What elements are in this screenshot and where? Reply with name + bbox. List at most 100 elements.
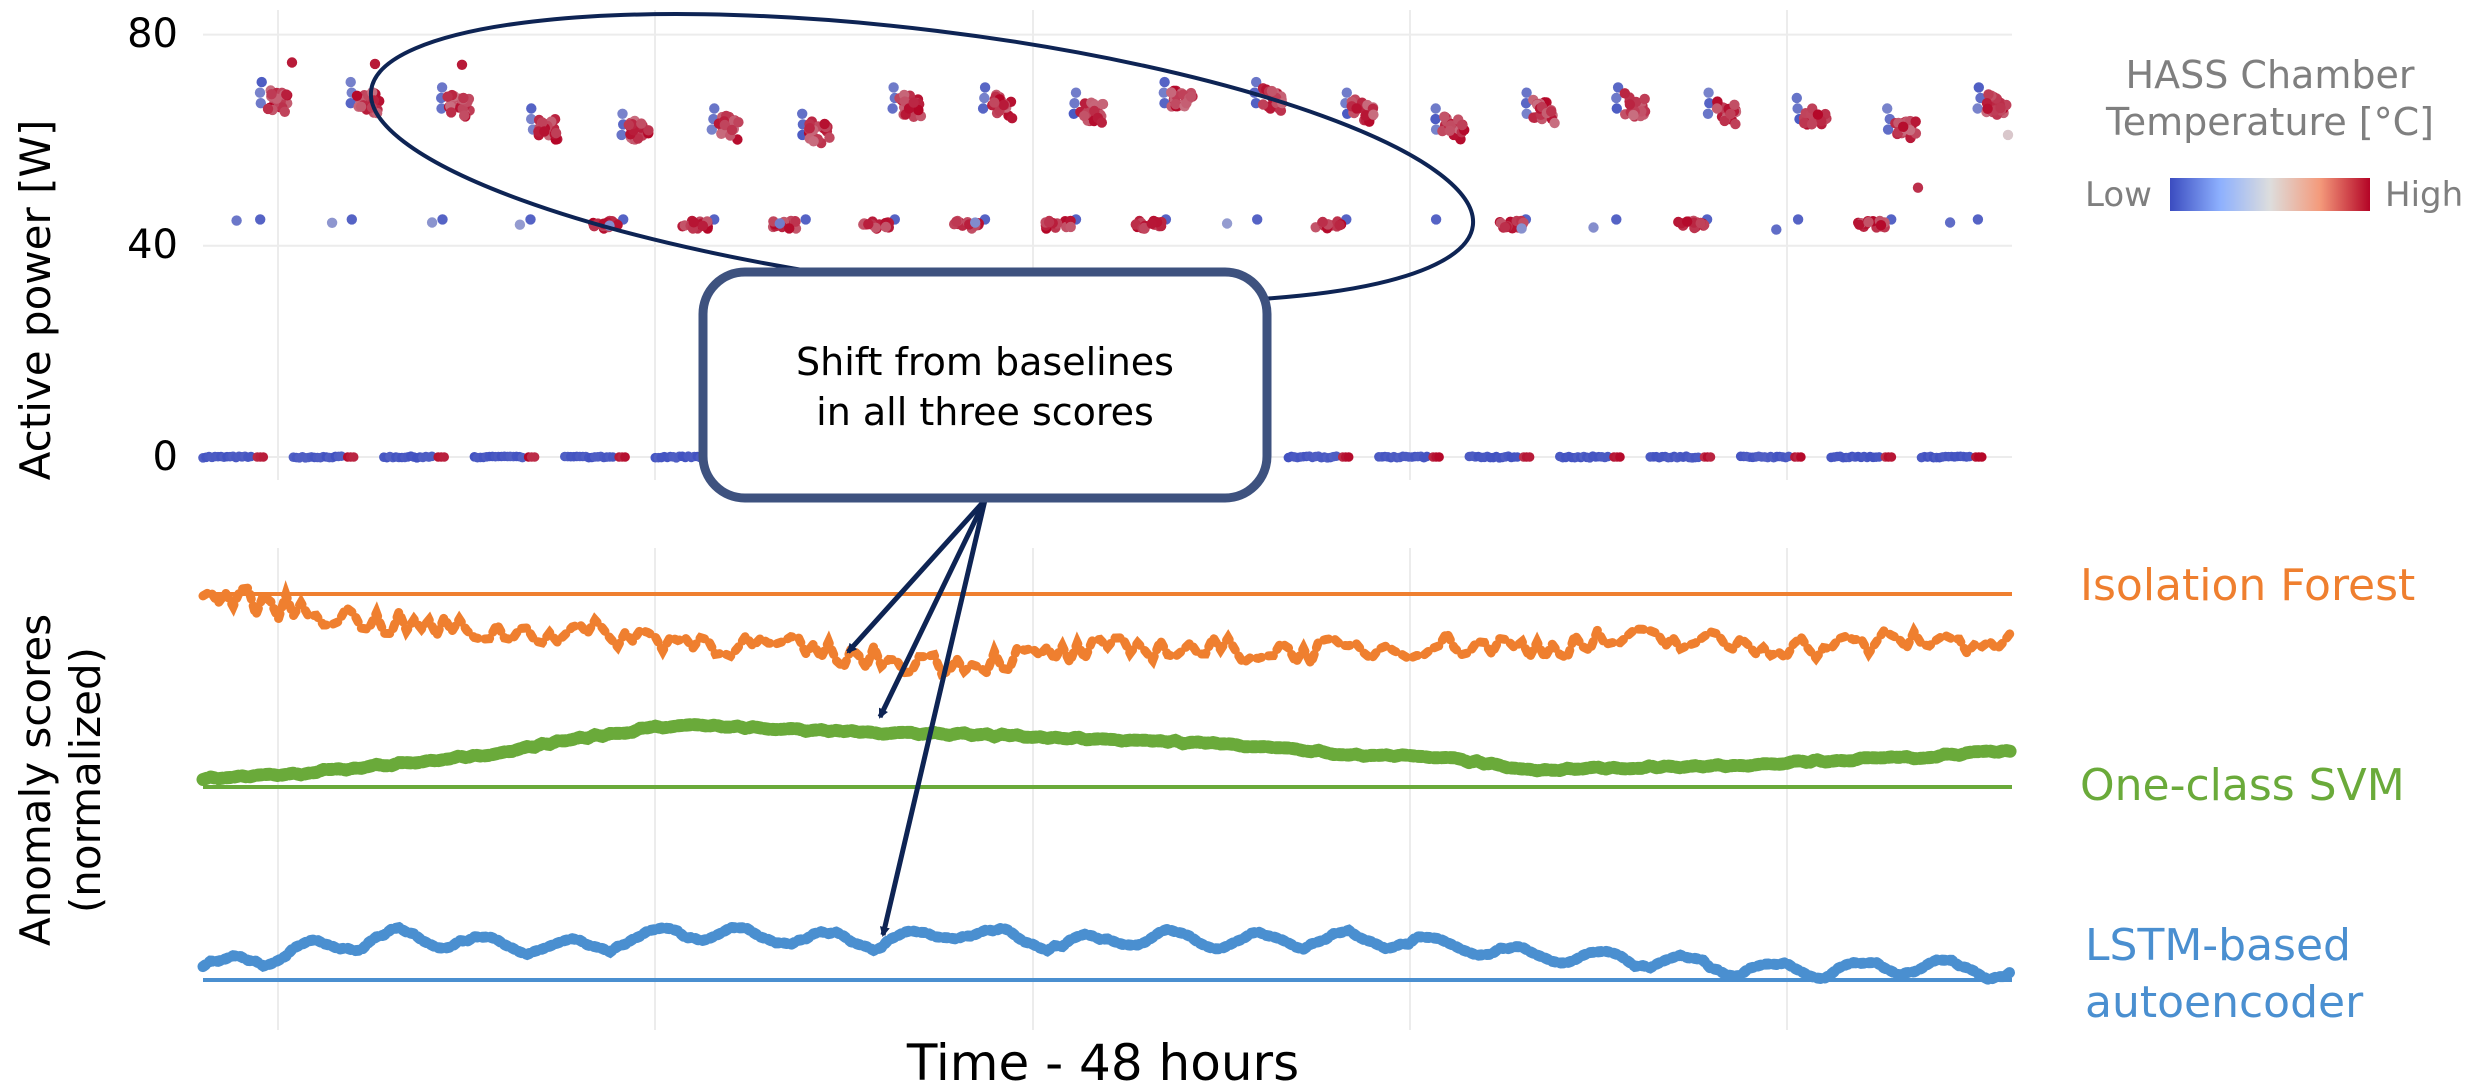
power-point [1065, 221, 1076, 233]
power-point [1185, 91, 1197, 102]
power-point [1521, 87, 1532, 98]
callout: Shift from baselines in all three scores [698, 267, 1272, 937]
power-point [426, 217, 438, 228]
power-point [1792, 103, 1803, 114]
power-point [256, 76, 267, 88]
colorbar-legend: HASS Chamber Temperature [°C] Low High [2085, 53, 2463, 215]
power-point [1977, 452, 1987, 462]
power-point [989, 97, 1000, 108]
power-point [1611, 214, 1622, 225]
power-point [1910, 116, 1921, 127]
power-point [1882, 124, 1894, 135]
power-point [636, 118, 647, 129]
power-point [1615, 452, 1625, 462]
power-point [1096, 117, 1108, 128]
power-point [1252, 214, 1263, 225]
power-point [979, 92, 990, 104]
power-point [326, 217, 338, 228]
callout-arrow-one-class-svm [877, 498, 988, 719]
callout-arrow-lstm [879, 499, 988, 937]
power-point [345, 76, 356, 88]
power-point [255, 214, 266, 225]
power-point [784, 223, 795, 234]
series-label-lstm-line1: LSTM-based [2085, 920, 2351, 971]
series-label-lstm-line2: autoencoder [2085, 977, 2364, 1028]
power-point [1725, 108, 1736, 120]
y-tick-40: 40 [127, 222, 178, 268]
y-tick-0: 0 [153, 434, 178, 480]
power-point [1854, 219, 1865, 230]
series-label-isolation-forest: Isolation Forest [2080, 560, 2415, 611]
power-point [442, 91, 453, 102]
power-point [977, 103, 989, 114]
power-point [1791, 92, 1803, 104]
power-point [616, 129, 627, 141]
power-point [258, 452, 269, 462]
power-point [797, 108, 808, 120]
power-point [1729, 99, 1740, 111]
power-point [1882, 103, 1893, 114]
power-point [1257, 99, 1269, 110]
power-point [1043, 217, 1055, 228]
power-point [1266, 85, 1278, 97]
power-point [1368, 109, 1379, 120]
power-point [1771, 224, 1782, 235]
callout-text-line1: Shift from baselines [796, 340, 1174, 384]
power-point [266, 89, 277, 100]
callout-text-line2: in all three scores [816, 390, 1154, 434]
power-point [459, 110, 470, 121]
power-point [1317, 216, 1328, 228]
power-point [688, 217, 699, 228]
callout-box [698, 267, 1272, 503]
power-point [369, 58, 381, 70]
power-point [709, 103, 720, 114]
power-point [1796, 452, 1806, 462]
power-point [1456, 119, 1468, 131]
power-point [355, 101, 367, 113]
callout-arrow-isolation-forest [846, 498, 987, 654]
power-point [1695, 218, 1706, 229]
power-point [774, 218, 785, 229]
power-point [1812, 109, 1824, 120]
power-point [1069, 98, 1080, 109]
power-point [254, 87, 266, 98]
power-point [1792, 214, 1804, 225]
power-point [439, 452, 450, 462]
power-point [1097, 99, 1108, 110]
power-point [348, 452, 359, 462]
power-point [887, 103, 898, 114]
power-point [281, 89, 292, 100]
power-point [514, 219, 526, 230]
power-point [1070, 87, 1082, 98]
lstm-autoencoder-line [197, 921, 2018, 986]
power-point [1444, 125, 1456, 136]
power-point [1251, 76, 1262, 88]
power-point [1159, 76, 1170, 88]
power-point [1588, 222, 1599, 233]
power-point [1705, 452, 1716, 462]
power-point [2002, 129, 2014, 141]
power-point [1898, 121, 1909, 132]
power-point [231, 215, 242, 226]
power-point [1524, 452, 1535, 462]
power-point [863, 219, 874, 230]
power-point [262, 103, 274, 115]
one-class-svm-line [196, 717, 2019, 786]
y-tick-80: 80 [127, 11, 178, 57]
power-point [1611, 103, 1623, 114]
power-point [1158, 87, 1170, 98]
power-point [346, 214, 357, 225]
power-point [1875, 220, 1887, 231]
power-point [1079, 110, 1090, 122]
power-point [790, 216, 801, 227]
power-point [279, 106, 290, 118]
x-axis-title: Time - 48 hours [906, 1034, 1299, 1091]
power-point [526, 103, 537, 114]
power-point [1983, 89, 1994, 100]
power-point [1611, 92, 1622, 104]
power-point [970, 217, 981, 228]
colorbar-low-label: Low [2085, 175, 2152, 215]
power-point [529, 452, 540, 462]
power-point [697, 220, 708, 231]
power-point [1516, 223, 1527, 234]
